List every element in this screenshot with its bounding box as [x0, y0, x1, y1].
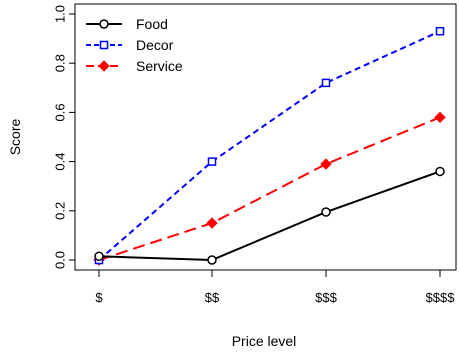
data-point-service	[320, 158, 332, 170]
legend: Food Decor Service	[86, 16, 183, 74]
series-food	[94, 166, 445, 265]
x-tick-label: $$$	[315, 290, 337, 305]
legend-marker-decor	[99, 40, 109, 50]
y-tick-label: 0.6	[53, 103, 68, 121]
y-axis: 0.0 0.2 0.4 0.6 0.8 1.0	[53, 5, 76, 269]
legend-item-food: Food	[86, 16, 168, 32]
y-tick-label: 0.8	[53, 54, 68, 72]
series-decor	[94, 26, 445, 265]
series-service	[93, 111, 446, 266]
x-axis-title: Price level	[232, 333, 297, 349]
legend-marker-service	[98, 60, 110, 72]
y-tick-label: 1.0	[53, 5, 68, 23]
data-point-food	[321, 207, 331, 217]
y-axis-title: Score	[7, 119, 23, 156]
data-point-food	[207, 255, 217, 265]
data-point-service	[206, 217, 218, 229]
x-tick-label: $$	[205, 290, 220, 305]
series-line-food	[98, 170, 441, 262]
data-point-food	[435, 166, 445, 177]
data-point-food	[94, 251, 104, 262]
data-point-decor	[435, 26, 445, 36]
series-line-decor	[98, 30, 441, 261]
legend-label-service: Service	[136, 58, 183, 74]
legend-item-decor: Decor	[86, 37, 174, 53]
legend-label-food: Food	[136, 16, 168, 32]
data-point-decor	[321, 78, 331, 88]
x-tick-label: $$$$	[426, 290, 456, 305]
series-line-service	[98, 116, 441, 261]
x-tick-label: $	[95, 290, 103, 305]
x-axis: $ $$ $$$ $$$$	[95, 269, 456, 305]
legend-label-decor: Decor	[136, 37, 174, 53]
data-point-service	[434, 111, 446, 124]
y-tick-label: 0.4	[53, 153, 68, 171]
legend-item-service: Service	[86, 58, 183, 74]
y-tick-label: 0.2	[53, 202, 68, 220]
legend-marker-food	[99, 19, 109, 29]
series-layer	[93, 26, 446, 266]
y-tick-label: 0.0	[53, 251, 68, 269]
data-point-decor	[207, 157, 217, 166]
